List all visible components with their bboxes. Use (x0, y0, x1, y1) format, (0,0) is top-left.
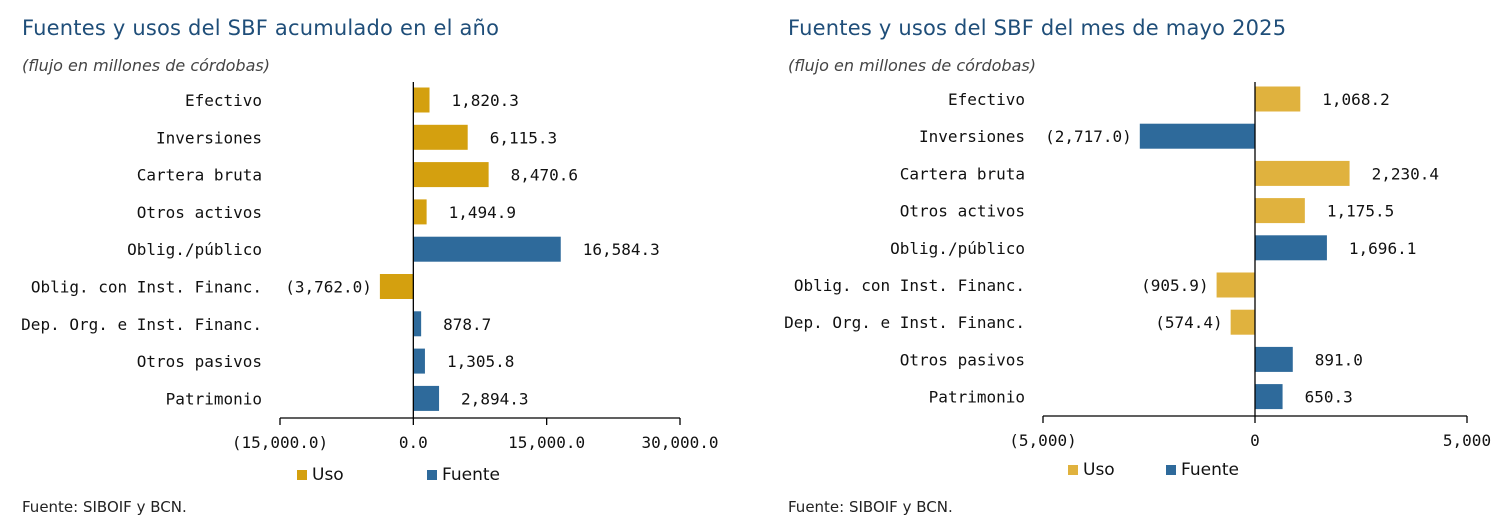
bar (379, 274, 414, 299)
bar (1255, 160, 1350, 186)
left-chart-panel: Fuentes y usos del SBF acumulado en el a… (21, 16, 719, 516)
data-label: 1,494.9 (449, 203, 516, 222)
data-label: 6,115.3 (490, 128, 557, 147)
chart-source: Fuente: SIBOIF y BCN. (22, 498, 187, 516)
legend-swatch-fuente (1166, 465, 1176, 475)
category-label: Oblig. con Inst. Financ. (794, 276, 1025, 295)
data-label: 1,068.2 (1322, 90, 1389, 109)
data-label: 891.0 (1315, 350, 1363, 369)
bar (413, 348, 425, 374)
data-label: 650.3 (1305, 388, 1353, 407)
chart-subtitle: (flujo en millones de córdobas) (22, 56, 270, 75)
bar (413, 87, 430, 113)
bar (1255, 235, 1327, 261)
data-label: 8,470.6 (511, 166, 578, 185)
data-label: (3,762.0) (285, 278, 372, 297)
legend-swatch-uso (1068, 465, 1078, 475)
data-label: 878.7 (443, 315, 491, 334)
legend-swatch-fuente (427, 470, 437, 480)
x-tick-label: 0 (1250, 431, 1260, 450)
category-label: Efectivo (948, 90, 1025, 109)
category-label: Oblig./público (127, 240, 262, 259)
category-label: Otros pasivos (900, 350, 1025, 369)
x-tick-label: 5,000 (1443, 431, 1491, 450)
legend-swatch-uso (297, 470, 307, 480)
category-label: Inversiones (156, 128, 262, 147)
bar (413, 162, 489, 188)
category-label: Patrimonio (929, 388, 1025, 407)
data-label: 2,230.4 (1372, 164, 1439, 183)
x-tick-label: 0.0 (399, 433, 428, 452)
category-label: Otros pasivos (137, 352, 262, 371)
bar (1216, 272, 1255, 298)
category-label: Cartera bruta (137, 166, 262, 185)
x-tick-label: (5,000) (1009, 431, 1076, 450)
bar (1255, 384, 1283, 410)
legend-label-fuente: Fuente (1181, 460, 1239, 480)
bar (1139, 123, 1255, 149)
bar (413, 124, 468, 150)
chart-title: Fuentes y usos del SBF acumulado en el a… (22, 16, 500, 40)
data-label: 1,175.5 (1327, 202, 1394, 221)
bar (1255, 198, 1305, 224)
bar (413, 236, 561, 262)
legend-label-fuente: Fuente (442, 465, 500, 485)
bar (413, 311, 422, 337)
category-label: Otros activos (900, 202, 1025, 221)
category-label: Patrimonio (166, 389, 262, 408)
bar (413, 199, 427, 225)
data-label: 1,305.8 (447, 352, 514, 371)
data-label: (905.9) (1141, 276, 1208, 295)
data-label: 1,696.1 (1349, 239, 1416, 258)
data-label: (574.4) (1155, 313, 1222, 332)
category-label: Oblig./público (890, 239, 1025, 258)
chart-subtitle: (flujo en millones de córdobas) (788, 56, 1036, 75)
x-tick-label: 30,000.0 (641, 433, 718, 452)
chart-title: Fuentes y usos del SBF del mes de mayo 2… (788, 16, 1287, 40)
legend-label-uso: Uso (1083, 460, 1115, 480)
bar (1230, 309, 1255, 335)
bar (1255, 86, 1301, 112)
bar (413, 385, 440, 411)
bar-chart-may-2025: Efectivo 1,068.2 Inversiones (2,717.0) Carte… (784, 82, 1491, 480)
category-label: Dep. Org. e Inst. Financ. (21, 315, 262, 334)
bar-chart-accumulated: Efectivo 1,820.3 Inversiones 6,115.3 Cartera… (21, 82, 719, 485)
category-label: Cartera bruta (900, 164, 1025, 183)
legend-label-uso: Uso (312, 465, 344, 485)
right-chart-panel: Fuentes y usos del SBF del mes de mayo 2… (766, 0, 1512, 532)
chart-source: Fuente: SIBOIF y BCN. (788, 498, 953, 516)
x-tick-label: (15,000.0) (232, 433, 328, 452)
data-label: 16,584.3 (583, 240, 660, 259)
data-label: 1,820.3 (452, 91, 519, 110)
category-label: Oblig. con Inst. Financ. (31, 278, 262, 297)
category-label: Efectivo (185, 91, 262, 110)
data-label: 2,894.3 (461, 389, 528, 408)
bar (1255, 346, 1293, 372)
category-label: Inversiones (919, 127, 1025, 146)
data-label: (2,717.0) (1045, 127, 1132, 146)
category-label: Dep. Org. e Inst. Financ. (784, 313, 1025, 332)
x-tick-label: 15,000.0 (508, 433, 585, 452)
category-label: Otros activos (137, 203, 262, 222)
